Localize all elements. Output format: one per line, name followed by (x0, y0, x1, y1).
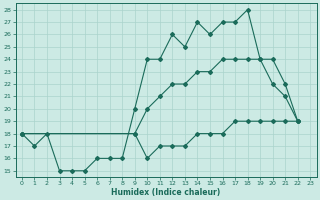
X-axis label: Humidex (Indice chaleur): Humidex (Indice chaleur) (111, 188, 221, 197)
